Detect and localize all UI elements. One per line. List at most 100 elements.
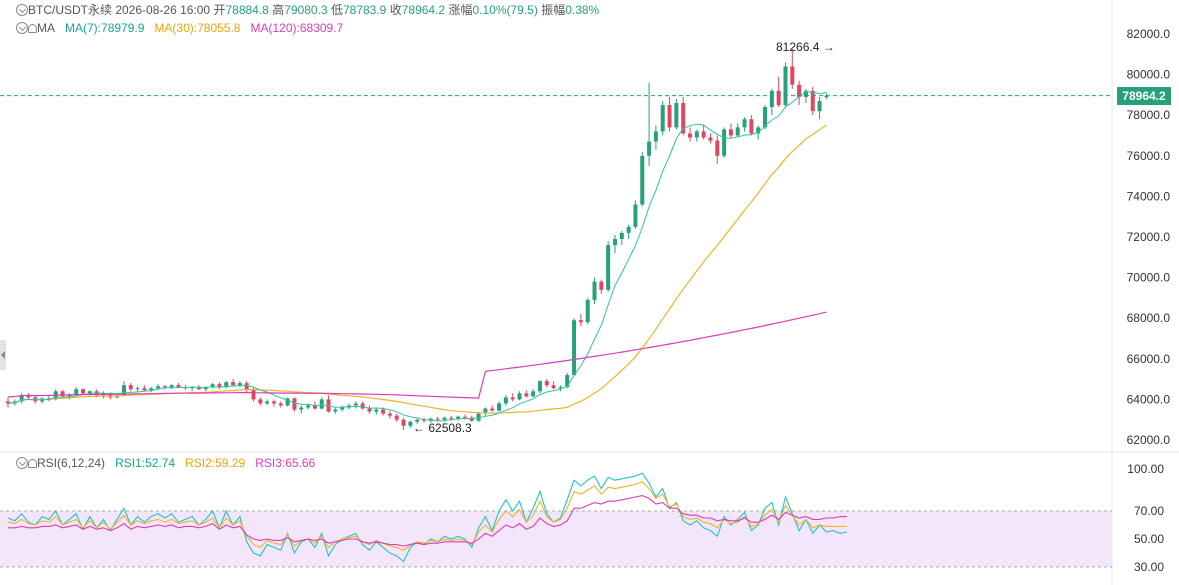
candle-body — [572, 320, 577, 376]
candle-body — [258, 399, 263, 404]
price-tick-label: 80000.0 — [1127, 68, 1171, 82]
candle-body — [87, 391, 92, 394]
candle-body — [483, 408, 488, 414]
chevron-down-icon[interactable] — [16, 4, 28, 16]
candle-body — [176, 385, 181, 388]
candle-body — [803, 90, 808, 97]
candle-body — [449, 417, 454, 419]
ma-title: MA — [37, 21, 55, 35]
candle-body — [60, 391, 65, 397]
candle-body — [210, 384, 215, 388]
candle-body — [312, 405, 317, 409]
candle-body — [497, 403, 502, 411]
ma120-value: MA(120):68309.7 — [250, 21, 344, 35]
high-label: 高 — [272, 3, 285, 17]
candle-body — [340, 407, 345, 410]
rsi-tick-label: 30.00 — [1134, 560, 1164, 574]
candle-body — [217, 384, 222, 388]
chevron-down-icon[interactable] — [16, 457, 28, 469]
candle-body — [531, 391, 536, 397]
datetime-label: 2026-08-26 16:00 — [115, 3, 211, 17]
candle-body — [647, 141, 652, 156]
candle-body — [715, 140, 720, 156]
candle-body — [121, 385, 126, 396]
candle-body — [401, 419, 406, 426]
candle-body — [824, 95, 829, 98]
candle-body — [6, 401, 10, 404]
candle-body — [612, 239, 617, 246]
price-tick-label: 64000.0 — [1127, 392, 1171, 406]
candle-body — [565, 375, 570, 388]
price-tick-label: 76000.0 — [1127, 149, 1171, 163]
candle-body — [681, 103, 686, 134]
candle-body — [196, 387, 201, 390]
candle-body — [776, 90, 781, 106]
candle-body — [353, 403, 358, 406]
close-value: 78964.2 — [401, 3, 446, 17]
rsi-lines — [7, 472, 848, 563]
candle-body — [606, 245, 611, 290]
candle-body — [319, 399, 324, 409]
candle-body — [108, 393, 113, 398]
candle-body — [517, 393, 522, 400]
candle-body — [578, 320, 583, 323]
candle-body — [231, 382, 236, 386]
candle-body — [265, 401, 270, 404]
low-marker-label: ← 62508.3 — [413, 421, 472, 435]
candle-body — [135, 388, 140, 390]
bell-icon[interactable] — [28, 459, 37, 468]
price-tick-label: 68000.0 — [1127, 311, 1171, 325]
candle-body — [544, 381, 549, 386]
rsi-title: RSI(6,12,24) — [37, 456, 106, 470]
candle-body — [728, 129, 733, 136]
price-tick-label: 72000.0 — [1127, 230, 1171, 244]
chevron-down-icon[interactable] — [16, 22, 28, 34]
candle-body — [367, 408, 372, 412]
candle-body — [394, 415, 399, 420]
candle-body — [285, 398, 290, 406]
candle-body — [749, 119, 754, 134]
candle-body — [653, 131, 658, 142]
candle-body — [510, 397, 515, 400]
candle-body — [817, 100, 822, 112]
close-label: 收 — [389, 3, 402, 17]
rsi3-value: RSI3:65.66 — [255, 456, 316, 470]
price-tick-label: 78000.0 — [1127, 108, 1171, 122]
candle-body — [26, 395, 31, 398]
amplitude-label: 振幅 — [541, 3, 566, 17]
rsi-series-line — [7, 480, 847, 551]
ma30-value: MA(30):78055.8 — [154, 21, 241, 35]
candle-body — [237, 383, 242, 386]
low-value: 78783.9 — [342, 3, 387, 17]
candle-body — [19, 395, 24, 402]
candle-body — [156, 386, 161, 389]
candle-body — [735, 127, 740, 136]
candle-body — [169, 385, 174, 388]
candle-body — [374, 409, 379, 412]
price-tick-label: 62000.0 — [1127, 433, 1171, 447]
candle-body — [224, 382, 229, 388]
candle-body — [490, 408, 495, 411]
price-tick-label: 66000.0 — [1127, 352, 1171, 366]
amplitude-value: 0.38% — [565, 3, 600, 17]
candle-body — [422, 419, 427, 421]
candle-body — [537, 381, 542, 392]
candle-body — [558, 387, 563, 389]
collapse-left-arrow-icon[interactable] — [0, 340, 6, 370]
candle-body — [381, 409, 386, 414]
candle-body — [660, 105, 665, 132]
low-marker-value: 62508.3 — [428, 421, 472, 435]
price-axis: 82000.0 80000.0 78000.0 76000.0 74000.0 72000… — [1127, 27, 1171, 447]
bell-icon[interactable] — [28, 24, 37, 33]
candle-body — [626, 226, 631, 233]
candle-body — [503, 397, 508, 404]
low-label: 低 — [330, 3, 343, 17]
last-price-tag: 78964.2 — [1117, 87, 1171, 105]
candle-body — [619, 232, 624, 240]
ma7-value: MA(7):78979.9 — [65, 21, 145, 35]
candle-body — [667, 105, 672, 128]
candle-body — [128, 385, 133, 390]
candle-body — [271, 401, 276, 404]
rsi-legend: RSI(6,12,24) RSI1:52.74 RSI2:59.29 RSI3:… — [16, 455, 315, 471]
